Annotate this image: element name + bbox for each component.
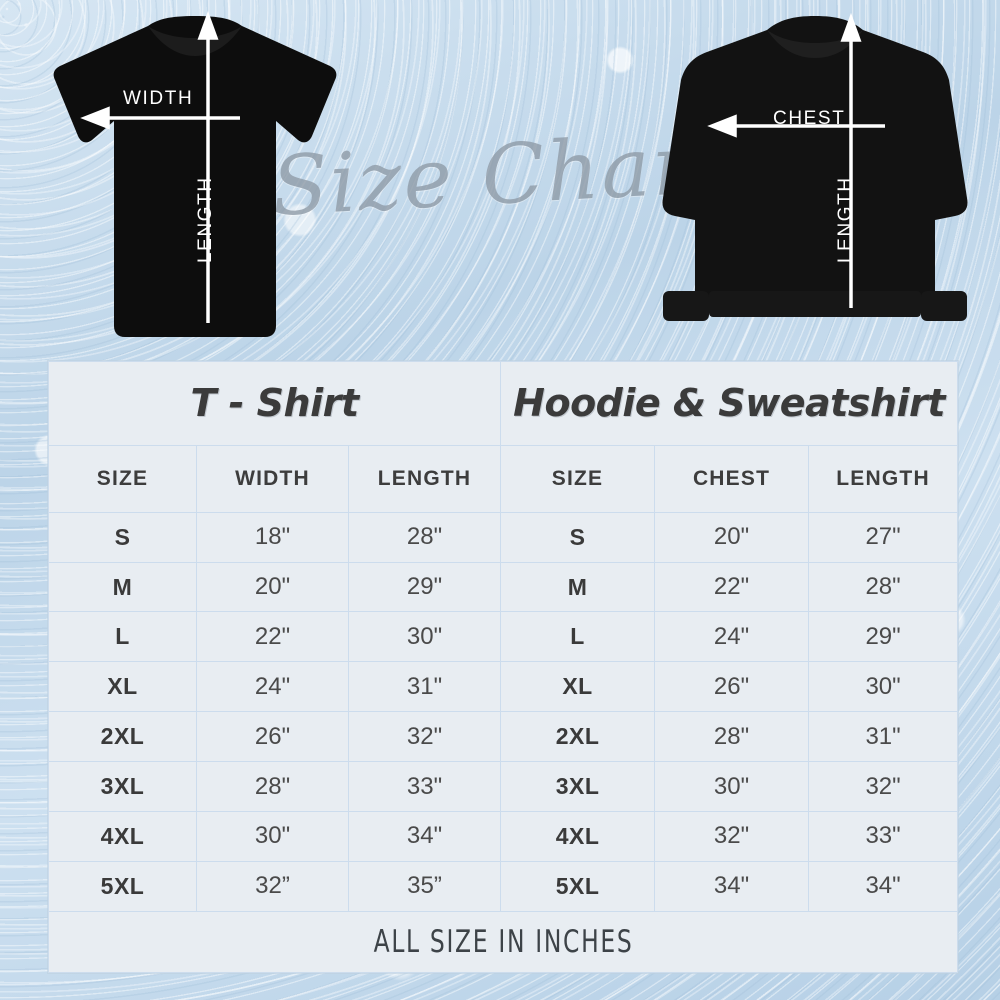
cell-hoodie-size: M <box>500 561 656 613</box>
cell-tshirt-size: S <box>48 511 197 563</box>
header-tshirt-length: LENGTH <box>347 444 502 513</box>
table-row: 4XL 30" 34" 4XL 32" 33" <box>48 811 959 862</box>
cell-hoodie-size: XL <box>500 661 656 713</box>
hoodie-chest-label: CHEST <box>773 108 846 129</box>
cell-tshirt-size: L <box>48 611 197 663</box>
cell-tshirt-length: 28" <box>347 511 502 563</box>
table-row: 2XL 26" 32" 2XL 28" 31" <box>48 711 959 763</box>
cell-tshirt-width: 22" <box>196 611 349 663</box>
cell-tshirt-length: 30" <box>347 611 502 663</box>
cell-hoodie-chest: 28" <box>654 711 810 763</box>
cell-hoodie-length: 30" <box>808 661 959 713</box>
t-shirt-graphic <box>53 10 337 337</box>
header-tshirt-width: WIDTH <box>196 444 349 513</box>
cell-tshirt-size: XL <box>48 661 197 713</box>
cell-tshirt-width: 26" <box>196 711 349 763</box>
cell-tshirt-length: 35” <box>347 860 502 912</box>
hoodie-table-title: Hoodie & Sweatshirt <box>500 361 959 446</box>
hoodie-sweatshirt-illustration: CHEST LENGTH <box>655 8 975 348</box>
cell-tshirt-length: 34" <box>347 811 502 862</box>
hoodie-graphic <box>662 12 968 321</box>
hoodie-length-label: LENGTH <box>835 176 856 263</box>
cell-hoodie-length: 28" <box>808 561 959 613</box>
cell-hoodie-length: 29" <box>808 611 959 663</box>
hoodie-dimension-lines <box>707 12 885 308</box>
cell-hoodie-chest: 34" <box>654 860 810 912</box>
cell-hoodie-length: 33" <box>808 811 959 862</box>
size-chart-table: T - Shirt Hoodie & Sweatshirt SIZE WIDTH… <box>47 361 959 974</box>
cell-hoodie-chest: 26" <box>654 661 810 713</box>
cell-tshirt-length: 33" <box>347 761 502 813</box>
cell-tshirt-width: 30" <box>196 811 349 862</box>
cell-hoodie-chest: 22" <box>654 561 810 613</box>
cell-tshirt-length: 29" <box>347 561 502 613</box>
cell-hoodie-size: 2XL <box>500 711 656 763</box>
header-hoodie-chest: CHEST <box>654 444 810 513</box>
cell-tshirt-length: 31" <box>347 661 502 713</box>
cell-hoodie-size: 3XL <box>500 761 656 813</box>
cell-hoodie-length: 27" <box>808 511 959 563</box>
table-row: 5XL 32” 35” 5XL 34" 34" <box>48 860 959 912</box>
tshirt-width-label: WIDTH <box>123 88 194 109</box>
table-footer-row: ALL SIZE IN INCHES <box>49 910 958 974</box>
cell-hoodie-chest: 24" <box>654 611 810 663</box>
cell-tshirt-width: 32” <box>196 860 349 912</box>
cell-hoodie-size: 4XL <box>500 811 656 862</box>
cell-tshirt-size: M <box>48 561 197 613</box>
cell-hoodie-length: 32" <box>808 761 959 813</box>
tshirt-table-title: T - Shirt <box>47 361 502 446</box>
tshirt-dimension-lines <box>80 10 240 323</box>
cell-tshirt-size: 5XL <box>48 860 197 912</box>
cell-hoodie-size: L <box>500 611 656 663</box>
table-header-row: SIZE WIDTH LENGTH SIZE CHEST LENGTH <box>48 444 959 513</box>
cell-hoodie-chest: 20" <box>654 511 810 563</box>
header-hoodie-size: SIZE <box>500 444 656 513</box>
tshirt-length-label: LENGTH <box>195 176 216 263</box>
cell-hoodie-length: 34" <box>808 860 959 912</box>
cell-tshirt-size: 2XL <box>48 711 197 763</box>
t-shirt-illustration: WIDTH LENGTH <box>30 8 360 348</box>
cell-hoodie-size: 5XL <box>500 860 656 912</box>
cell-hoodie-size: S <box>500 511 656 563</box>
table-row: L 22" 30" L 24" 29" <box>48 611 959 663</box>
table-row: XL 24" 31" XL 26" 30" <box>48 661 959 713</box>
table-row: S 18" 28" S 20" 27" <box>48 511 959 563</box>
cell-tshirt-size: 4XL <box>48 811 197 862</box>
cell-tshirt-width: 28" <box>196 761 349 813</box>
cell-tshirt-size: 3XL <box>48 761 197 813</box>
cell-tshirt-length: 32" <box>347 711 502 763</box>
header-tshirt-size: SIZE <box>48 444 197 513</box>
all-size-in-inches-note: ALL SIZE IN INCHES <box>120 910 886 974</box>
header-hoodie-length: LENGTH <box>808 444 959 513</box>
cell-hoodie-length: 31" <box>808 711 959 763</box>
cell-hoodie-chest: 30" <box>654 761 810 813</box>
table-row: 3XL 28" 33" 3XL 30" 32" <box>48 761 959 813</box>
cell-tshirt-width: 18" <box>196 511 349 563</box>
table-title-row: T - Shirt Hoodie & Sweatshirt <box>47 361 959 446</box>
cell-tshirt-width: 24" <box>196 661 349 713</box>
cell-hoodie-chest: 32" <box>654 811 810 862</box>
cell-tshirt-width: 20" <box>196 561 349 613</box>
table-row: M 20" 29" M 22" 28" <box>48 561 959 613</box>
